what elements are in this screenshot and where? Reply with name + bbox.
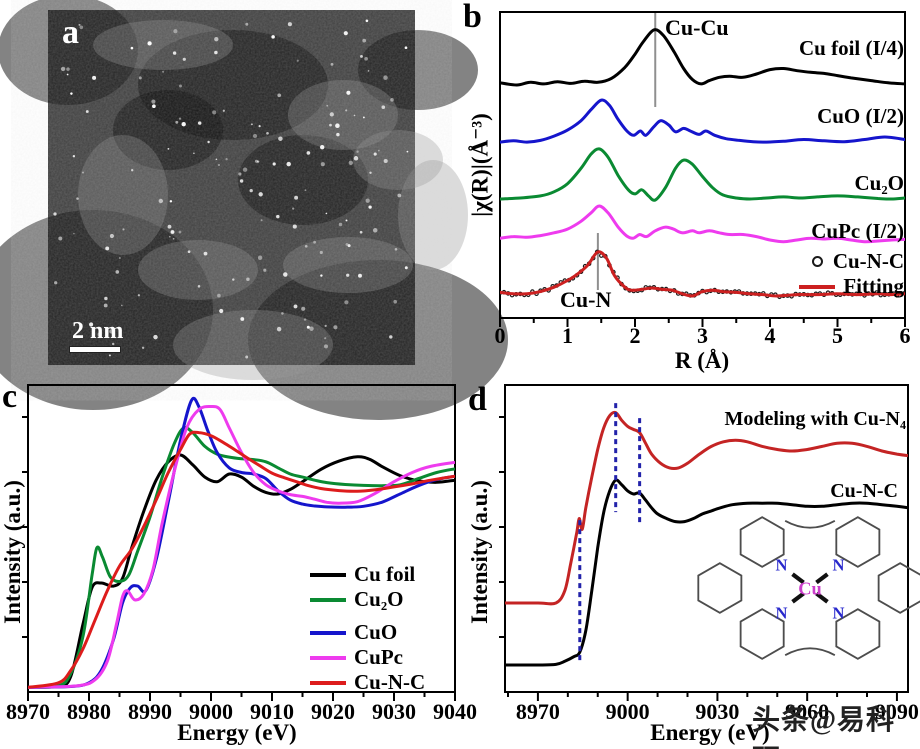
x-tick-label: 9030: [695, 699, 739, 724]
b-x-tick-label: 5: [832, 323, 843, 348]
panel-b-exafs-chart: 0 1 2 3 4 5 6 b |χ(R)|(Å⁻³) R (Å) Cu-Cu Cu-N C…: [460, 0, 920, 380]
panel-letter-a: a: [62, 14, 79, 51]
b-curve-label-text: CuPc (I/2): [811, 219, 904, 243]
b-x-tick-label: 4: [765, 323, 776, 348]
b-y-axis-label: |χ(R)|(Å⁻³): [467, 113, 493, 217]
panel-d-modeling-chart: 8970 9000 9030 9060 9090 N N N N Cu d Intensity (…: [460, 380, 920, 749]
c-legend-item: CuO: [310, 620, 397, 645]
curve-CuO: [28, 396, 455, 689]
c-legend-label: Cu foil: [354, 562, 416, 586]
curve-Cu₂O: [500, 147, 905, 202]
curve-Modeling with Cu-N₄: [505, 410, 908, 606]
b-curve-label-text: Cu-N-C: [832, 249, 904, 273]
modeling-plot: 8970 9000 9030 9060 9090 N N N N Cu: [499, 384, 920, 724]
b-x-tick-label: 3: [697, 323, 708, 348]
c-legend-label: CuO: [354, 620, 398, 644]
curve-Cu-N-C: [505, 478, 908, 667]
x-tick-label: 9000: [189, 699, 233, 724]
b-curve-label: Cu₂O: [855, 171, 904, 196]
scalebar: [69, 346, 121, 353]
plot-frame: [504, 384, 909, 693]
nitrogen-atom-label: N: [833, 556, 845, 575]
stem-micrograph: [0, 0, 508, 420]
b-x-tick-label: 2: [630, 323, 641, 348]
nitrogen-atom-label: N: [776, 603, 788, 622]
b-curve-label: CuPc (I/2): [811, 219, 904, 244]
b-x-tick-label: 6: [900, 323, 911, 348]
scatter-marker-icon: [811, 256, 823, 267]
c-legend-label: Cu-N-C: [354, 670, 426, 694]
b-x-tick-label: 1: [562, 323, 573, 348]
x-tick-label: 8970: [516, 699, 560, 724]
c-legend-item: Cu₂O: [310, 587, 403, 612]
c-legend-item: Cu foil: [310, 562, 415, 587]
curve-Cu foil: [28, 453, 455, 689]
x-tick-label: 9090: [875, 699, 919, 724]
x-tick-label: 9020: [311, 699, 355, 724]
x-tick-label: 8970: [6, 699, 50, 724]
panel-letter-c: c: [2, 378, 18, 415]
b-curve-label-text: CuO (I/2): [817, 104, 904, 128]
d-y-axis-label: Intensity (a.u.): [467, 480, 492, 624]
single-atom-dots: [53, 19, 409, 359]
b-curve-label: Fitting: [799, 274, 904, 299]
x-tick-label: 9000: [606, 699, 650, 724]
legend-line-icon: [310, 630, 346, 635]
line-marker-icon: [799, 284, 836, 289]
b-x-axis-label: R (Å): [674, 348, 730, 373]
panel-c-xanes-chart: 8970 8980 8990 9000 9010 9020 9030 9040 c Inten…: [0, 378, 477, 749]
legend-line-icon: [310, 680, 346, 685]
x-tick-label: 9060: [785, 699, 829, 724]
c-legend-label: Cu₂O: [354, 587, 404, 611]
c-legend-item: Cu-N-C: [310, 670, 425, 695]
panel-a-stem-image: a 2 nm: [0, 0, 508, 420]
b-curve-label: Cu-N-C: [811, 249, 904, 274]
scalebar-label: 2 nm: [72, 318, 124, 344]
b-curve-label: Cu foil (I/4): [799, 36, 904, 61]
curve-label-cu-n-c: Cu-N-C: [830, 480, 898, 502]
b-curve-label-text: Cu₂O: [854, 171, 904, 195]
curve-CuPc (I/2): [500, 204, 905, 244]
b-x-tick-label: 0: [495, 323, 506, 348]
curve-CuO (I/2): [500, 98, 905, 144]
curve-CuPc: [28, 404, 455, 689]
c-y-axis-label: Intensity (a.u.): [0, 480, 25, 624]
annotation-cu-n: Cu-N: [560, 287, 612, 312]
x-tick-label: 9040: [433, 699, 477, 724]
watermark: 头条@易科研: [752, 705, 896, 749]
x-tick-label: 9010: [250, 699, 294, 724]
copper-atom-label: Cu: [798, 578, 822, 598]
legend-line-icon: [310, 597, 346, 602]
c-x-axis-label: Energy (eV): [177, 720, 297, 745]
exafs-plot: 0 1 2 3 4 5 6: [495, 11, 911, 348]
curve-Fitting: [500, 250, 905, 298]
xanes-plot: 8970 8980 8990 9000 9010 9020 9030 9040: [6, 384, 477, 724]
x-tick-label: 8990: [128, 699, 172, 724]
x-tick-label: 9030: [372, 699, 416, 724]
curve-Cu-N-C: [28, 430, 455, 689]
cu-n4-molecule-inset: N N N N Cu: [697, 516, 920, 660]
b-curve-label-text: Cu foil (I/4): [799, 36, 904, 60]
b-curve-label: CuO (I/2): [817, 104, 904, 129]
annotation-cu-cu: Cu-Cu: [665, 15, 729, 40]
c-legend-item: CuPc: [310, 645, 403, 670]
curve-label-modeling: Modeling with Cu-N₄: [724, 408, 906, 430]
x-tick-label: 8980: [67, 699, 111, 724]
nitrogen-atom-label: N: [833, 603, 845, 622]
d-x-axis-label: Energy (eV): [650, 720, 770, 745]
c-legend-label: CuPc: [354, 645, 403, 669]
legend-line-icon: [310, 572, 346, 577]
legend-line-icon: [310, 655, 346, 660]
curve-Cu foil (I/4): [500, 28, 905, 87]
panel-letter-b: b: [463, 0, 482, 35]
curve-Cu₂O: [28, 426, 455, 689]
panel-letter-d: d: [468, 381, 487, 418]
b-curve-label-text: Fitting: [843, 274, 904, 298]
nitrogen-atom-label: N: [776, 556, 788, 575]
